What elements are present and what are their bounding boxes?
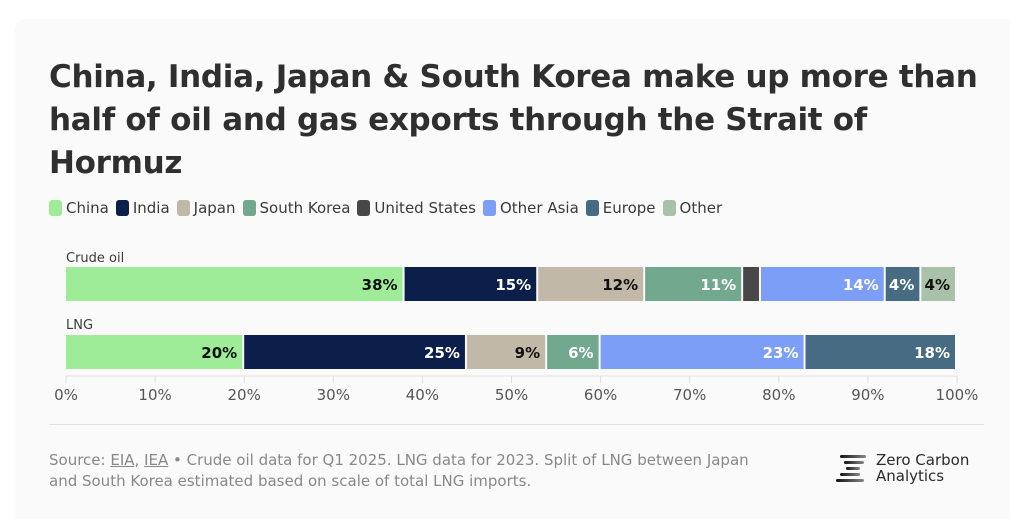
legend: China India Japan South Korea United States O… (49, 199, 729, 217)
legend-swatch (482, 200, 496, 216)
row-label: LNG (66, 318, 93, 333)
legend-item: Europe (585, 199, 656, 217)
data-label: 11% (700, 276, 736, 294)
legend-item: China (49, 199, 109, 217)
source-note: Source: EIA, IEA • Crude oil data for Q1… (49, 450, 769, 492)
logo-mark-icon (836, 453, 868, 483)
bar-segment-other-asia (600, 335, 804, 369)
source-prefix: Source: (49, 451, 111, 469)
legend-item: Other (662, 199, 723, 217)
x-tick-label: 80% (762, 386, 795, 404)
bar-segment-india (244, 335, 465, 369)
legend-swatch (176, 200, 190, 216)
data-label: 12% (602, 276, 638, 294)
legend-label: Other (679, 199, 723, 217)
x-tick-label: 60% (584, 386, 617, 404)
bar-segment-china (66, 267, 403, 301)
legend-swatch (662, 200, 676, 216)
x-tick-label: 10% (138, 386, 171, 404)
source-note-text: • Crude oil data for Q1 2025. LNG data f… (49, 451, 749, 490)
bar-segment-united-states (743, 267, 759, 301)
legend-label: China (66, 199, 109, 217)
bar-segment-europe (805, 335, 955, 369)
bar-segment-india (404, 267, 537, 301)
legend-item: South Korea (242, 199, 351, 217)
legend-swatch (115, 200, 129, 216)
legend-label: Japan (193, 199, 236, 217)
x-tick-label: 50% (495, 386, 528, 404)
legend-label: South Korea (259, 199, 351, 217)
data-label: 15% (495, 276, 531, 294)
legend-item: Other Asia (482, 199, 579, 217)
source-link-eia[interactable]: EIA (110, 451, 135, 469)
legend-label: Europe (602, 199, 656, 217)
data-label: 9% (515, 344, 540, 362)
data-label: 18% (914, 344, 950, 362)
x-tick-label: 40% (406, 386, 439, 404)
bar-segment-europe (885, 267, 920, 301)
data-label: 23% (763, 344, 799, 362)
legend-label: United States (374, 199, 476, 217)
legend-item: India (115, 199, 170, 217)
footer-divider (49, 424, 984, 425)
x-tick-label: 20% (228, 386, 261, 404)
data-label: 20% (201, 344, 237, 362)
zero-carbon-analytics-logo: Zero Carbon Analytics (836, 452, 969, 484)
data-label: 38% (362, 276, 398, 294)
bar-segment-japan (466, 335, 546, 369)
data-label: 4% (925, 276, 950, 294)
data-label: 6% (568, 344, 593, 362)
bar-segment-china (66, 335, 243, 369)
logo-text-line1: Zero Carbon (876, 451, 970, 469)
legend-swatch (242, 200, 256, 216)
x-tick-label: 0% (54, 386, 78, 404)
bar-segment-south-korea (645, 267, 742, 301)
data-label: 14% (843, 276, 879, 294)
x-tick-label: 30% (317, 386, 350, 404)
x-tick-label: 90% (851, 386, 884, 404)
legend-item: United States (357, 199, 476, 217)
bar-segment-other (921, 267, 955, 301)
bar-segment-south-korea (547, 335, 599, 369)
x-tick-label: 100% (936, 386, 979, 404)
legend-swatch (49, 200, 62, 216)
legend-label: Other Asia (499, 199, 579, 217)
logo-text-line2: Analytics (876, 467, 945, 485)
data-label: 4% (889, 276, 914, 294)
source-separator: , (134, 451, 145, 469)
legend-swatch (357, 200, 371, 216)
bar-segment-japan (538, 267, 644, 301)
x-tick-label: 70% (673, 386, 706, 404)
bar-segment-other-asia (760, 267, 884, 301)
legend-item: Japan (176, 199, 236, 217)
data-label: 25% (424, 344, 460, 362)
source-link-iea[interactable]: IEA (144, 451, 169, 469)
legend-label: India (132, 199, 170, 217)
chart-title: China, India, Japan & South Korea make u… (49, 59, 978, 181)
row-label: Crude oil (66, 251, 124, 266)
legend-swatch (585, 200, 599, 216)
